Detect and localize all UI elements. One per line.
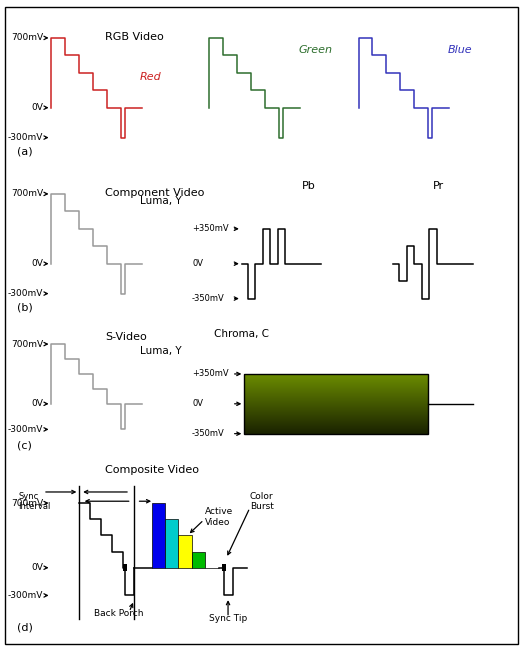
Text: Pb: Pb	[302, 181, 316, 191]
Bar	[222, 564, 225, 571]
Text: (c): (c)	[17, 440, 31, 450]
Text: (a): (a)	[17, 146, 32, 157]
Text: +350mV: +350mV	[192, 369, 229, 378]
Text: RGB Video: RGB Video	[105, 32, 164, 42]
Text: -300mV: -300mV	[8, 425, 43, 434]
Text: -300mV: -300mV	[8, 289, 43, 298]
Text: -300mV: -300mV	[8, 133, 43, 142]
Text: 0V: 0V	[31, 399, 43, 408]
Text: Back Porch: Back Porch	[95, 609, 144, 618]
Bar	[192, 552, 205, 567]
Bar	[123, 564, 127, 571]
Text: Sync Tip: Sync Tip	[209, 614, 247, 623]
Text: (d): (d)	[17, 623, 32, 632]
Text: 0V: 0V	[31, 103, 43, 112]
Text: 700mV: 700mV	[11, 499, 43, 508]
Text: S-Video: S-Video	[105, 332, 147, 342]
Text: Luma, Y: Luma, Y	[140, 196, 181, 206]
Text: Active
Video: Active Video	[205, 507, 233, 526]
Text: Color
Burst: Color Burst	[250, 491, 274, 511]
Text: 700mV: 700mV	[11, 339, 43, 348]
Text: (b): (b)	[17, 302, 32, 313]
Text: +350mV: +350mV	[192, 224, 229, 233]
Text: 700mV: 700mV	[11, 189, 43, 198]
Text: 700mV: 700mV	[11, 33, 43, 42]
Text: -350mV: -350mV	[192, 429, 225, 438]
Bar	[244, 374, 428, 434]
Text: Sync
Interval: Sync Interval	[18, 492, 51, 512]
Text: 0V: 0V	[192, 259, 203, 268]
Text: 0V: 0V	[31, 563, 43, 572]
Text: Green: Green	[299, 45, 333, 55]
Text: 0V: 0V	[31, 259, 43, 268]
Text: Luma, Y: Luma, Y	[140, 346, 181, 356]
Text: Blue: Blue	[448, 45, 473, 55]
Text: -300mV: -300mV	[8, 591, 43, 600]
Bar	[178, 536, 192, 567]
Text: Red: Red	[140, 72, 162, 82]
Bar	[152, 503, 165, 567]
Text: Composite Video: Composite Video	[105, 465, 199, 475]
Text: Component Video: Component Video	[105, 188, 204, 198]
Text: -350mV: -350mV	[192, 294, 225, 303]
Bar	[165, 519, 178, 567]
Text: Pr: Pr	[433, 181, 444, 191]
Text: Chroma, C: Chroma, C	[214, 330, 269, 339]
Text: 0V: 0V	[192, 399, 203, 408]
